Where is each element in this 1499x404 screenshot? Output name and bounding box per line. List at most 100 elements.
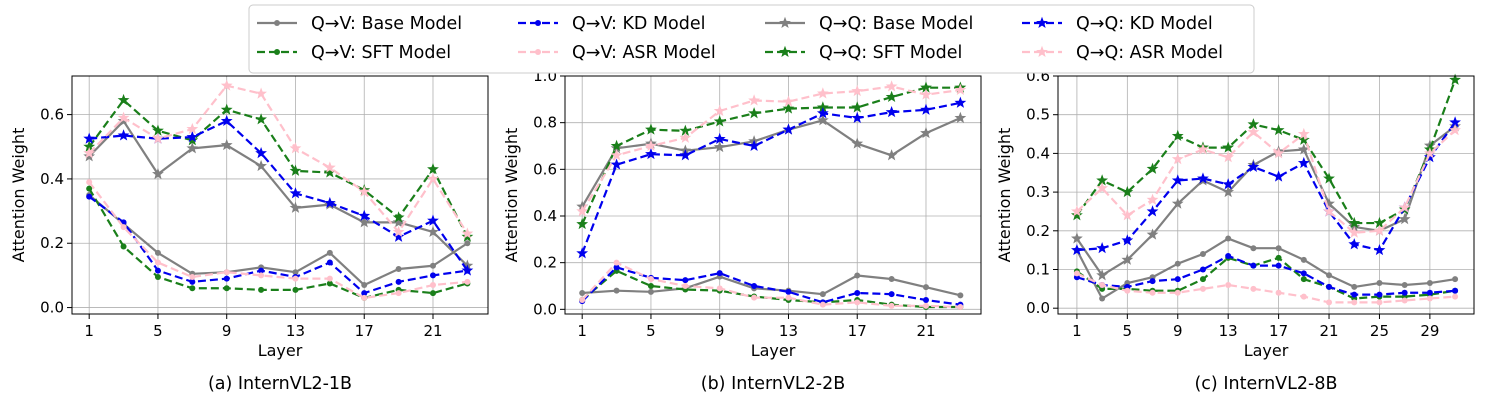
series-q-to-v-asr-model xyxy=(1073,270,1459,306)
data-point-star xyxy=(186,134,199,146)
data-point-star xyxy=(1348,216,1361,229)
data-point xyxy=(154,259,161,266)
data-point-star xyxy=(1222,185,1235,198)
data-point-star xyxy=(610,158,623,170)
data-point-star xyxy=(461,227,474,239)
series-q-to-q-base-model xyxy=(1071,120,1461,281)
legend: Q→V: Base Model Q→V: KD Model Q→Q: Base Mo… xyxy=(248,4,1255,74)
data-point-star xyxy=(920,81,932,93)
x-tick-label: 1 xyxy=(577,322,587,340)
data-point xyxy=(579,290,586,296)
data-point xyxy=(1426,295,1433,302)
data-point-star xyxy=(885,105,898,118)
data-point xyxy=(1225,235,1232,242)
y-axis-label: Attention Weight xyxy=(502,128,521,263)
y-tick-label: 0.8 xyxy=(533,114,557,132)
data-point xyxy=(716,285,723,292)
data-point xyxy=(1174,260,1181,267)
data-point xyxy=(464,278,471,285)
data-point xyxy=(1099,295,1106,302)
data-point xyxy=(647,283,654,289)
data-point-star xyxy=(851,84,864,97)
series-q-to-v-sft-model xyxy=(1073,254,1459,302)
data-point-star xyxy=(748,139,760,152)
data-point-star xyxy=(1121,185,1134,198)
data-point-star xyxy=(1449,123,1461,136)
axes-frame xyxy=(564,75,982,315)
data-point xyxy=(1376,299,1383,306)
legend-entry-q-to-v-base-model: Q→V: Base Model xyxy=(257,14,462,34)
legend-label: Q→Q: Base Model xyxy=(819,14,973,34)
legend-label: Q→V: SFT Model xyxy=(311,43,451,63)
legend-label: Q→V: ASR Model xyxy=(572,43,716,63)
series-q-to-q-sft-model xyxy=(576,81,967,230)
data-point xyxy=(258,272,265,279)
axes-frame xyxy=(1057,75,1475,315)
data-point xyxy=(1326,283,1333,290)
y-tick-label: 0.4 xyxy=(533,207,557,225)
data-point-star xyxy=(1272,170,1285,182)
data-point xyxy=(682,283,689,289)
data-point-star xyxy=(713,140,726,153)
data-point-star xyxy=(713,132,726,145)
data-point-star xyxy=(186,122,199,135)
data-point-star xyxy=(1449,116,1461,128)
data-point xyxy=(888,276,895,282)
series-q-to-q-sft-model xyxy=(1071,73,1461,229)
series-line xyxy=(1076,272,1456,304)
data-point-star xyxy=(152,124,164,136)
data-point-star xyxy=(1222,141,1235,153)
data-point-star xyxy=(392,230,405,242)
data-point-star xyxy=(392,216,405,228)
data-point xyxy=(922,284,929,291)
data-point-star xyxy=(645,139,657,152)
data-point-star xyxy=(1146,205,1159,217)
series-q-to-q-asr-model xyxy=(83,79,474,239)
data-point-star xyxy=(427,163,439,175)
data-point-star xyxy=(679,149,692,161)
data-point-star xyxy=(1121,209,1134,221)
data-point-star xyxy=(461,264,474,276)
y-tick-label: 0.1 xyxy=(1026,260,1050,278)
data-point-star xyxy=(885,90,898,103)
data-point xyxy=(888,302,895,309)
series-line xyxy=(88,195,468,295)
x-axis-label: Layer xyxy=(258,341,303,360)
y-axis-label: Attention Weight xyxy=(9,128,28,263)
panel-caption: (b) InternVL2-2B xyxy=(701,374,846,394)
series-q-to-v-base-model xyxy=(86,192,471,289)
data-point-star xyxy=(851,137,864,149)
data-point-star xyxy=(1071,243,1083,256)
legend-entry-q-to-v-sft-model: Q→V: SFT Model xyxy=(257,43,451,63)
data-point-star xyxy=(851,111,864,124)
data-point-star xyxy=(289,201,302,213)
data-point-star xyxy=(816,107,829,119)
data-point xyxy=(189,278,196,285)
data-point-star xyxy=(954,96,967,108)
data-point-star xyxy=(392,225,405,237)
series-q-to-q-asr-model xyxy=(576,80,967,217)
data-point-star xyxy=(289,164,302,176)
data-point xyxy=(1250,245,1257,252)
data-point-star xyxy=(576,217,589,230)
data-point xyxy=(1275,262,1282,269)
data-point xyxy=(258,286,265,293)
data-point xyxy=(395,290,402,297)
legend-dot-marker xyxy=(274,20,280,26)
x-tick-label: 21 xyxy=(423,322,442,340)
data-point-star xyxy=(1373,216,1386,229)
data-point xyxy=(1225,252,1232,259)
data-point xyxy=(1300,270,1307,277)
data-point-star xyxy=(1071,209,1083,221)
data-point xyxy=(751,283,758,289)
data-point xyxy=(819,301,826,308)
data-point-star xyxy=(83,150,96,162)
data-point xyxy=(1250,285,1257,292)
data-point-star xyxy=(117,111,130,123)
x-tick-label: 17 xyxy=(848,322,867,340)
data-point xyxy=(613,287,620,294)
y-tick-label: 0.2 xyxy=(533,254,557,272)
data-point xyxy=(647,288,654,295)
series-line xyxy=(88,181,468,300)
series-line xyxy=(89,119,469,272)
